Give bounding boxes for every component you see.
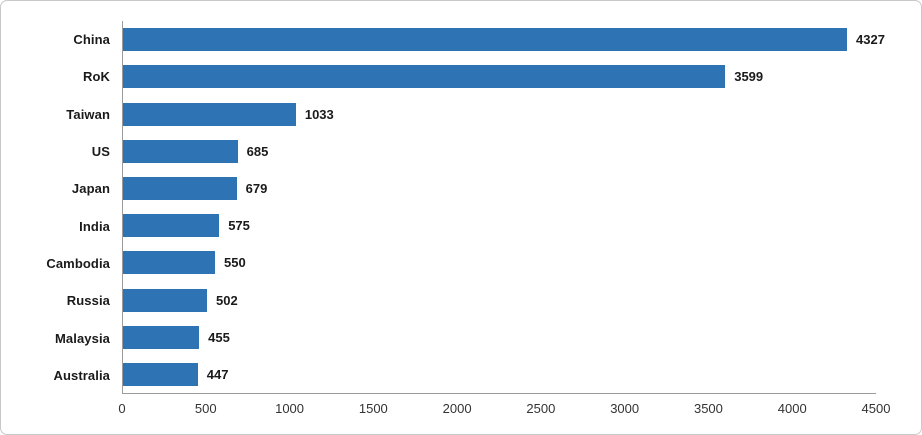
bar: [123, 251, 216, 275]
x-axis-tick-labels: 0 500 1000 1500 2000 2500 3000 3500 4000 4500: [118, 401, 890, 421]
bar-row: 3599: [123, 58, 876, 95]
bar-row: 550: [123, 244, 876, 281]
category-label: Australia: [53, 367, 110, 383]
bar: [123, 28, 848, 52]
value-label: 550: [224, 255, 246, 271]
category-label: Russia: [66, 293, 110, 309]
value-label: 502: [216, 292, 238, 308]
value-label: 575: [228, 218, 250, 234]
category-label: US: [91, 144, 110, 160]
bar-row: 685: [123, 133, 876, 170]
bar-row: 679: [123, 170, 876, 207]
category-label: RoK: [82, 69, 110, 85]
bar: [123, 176, 237, 200]
bar: [123, 362, 198, 386]
value-label: 679: [245, 180, 268, 196]
x-tick-label: 3000: [610, 401, 640, 416]
value-label: 4327: [856, 32, 885, 48]
value-label: 685: [246, 143, 269, 159]
bar-row: 447: [123, 356, 876, 393]
bar: [123, 325, 200, 349]
x-tick-label: 0: [118, 401, 126, 416]
value-label: 1033: [304, 106, 334, 122]
x-tick-label: 4500: [861, 401, 891, 416]
category-axis-labels: China RoK Taiwan US Japan India Cambodia Russia…: [1, 21, 110, 394]
bar: [123, 139, 238, 163]
x-tick-label: 2000: [442, 401, 472, 416]
value-label: 455: [208, 329, 230, 345]
bar-row: 1033: [123, 95, 876, 132]
bar-row: 455: [123, 319, 876, 356]
category-label: Malaysia: [54, 330, 110, 346]
bars-container: 4327 3599 1033 685 679 575 550 502 455 447: [123, 21, 885, 393]
x-tick-label: 500: [194, 401, 217, 416]
x-tick-label: 3500: [693, 401, 723, 416]
bar-row: 575: [123, 207, 876, 244]
category-label: Japan: [71, 181, 110, 197]
value-label: 3599: [734, 69, 764, 85]
x-tick-label: 1000: [275, 401, 305, 416]
value-label: 447: [206, 366, 229, 382]
category-label: India: [79, 218, 110, 234]
bar-row: 4327: [123, 21, 885, 58]
bar-row: 502: [123, 281, 876, 318]
x-tick-label: 1500: [358, 401, 388, 416]
category-label: China: [73, 32, 110, 48]
bar: [123, 214, 220, 238]
bar: [123, 102, 296, 126]
plot-area: 4327 3599 1033 685 679 575 550 502 455 447: [122, 21, 885, 394]
bar: [123, 288, 207, 312]
x-tick-label: 2500: [526, 401, 556, 416]
category-label: Taiwan: [66, 106, 110, 122]
x-tick-label: 4000: [777, 401, 807, 416]
category-label: Cambodia: [46, 255, 110, 271]
bar: [123, 65, 726, 89]
